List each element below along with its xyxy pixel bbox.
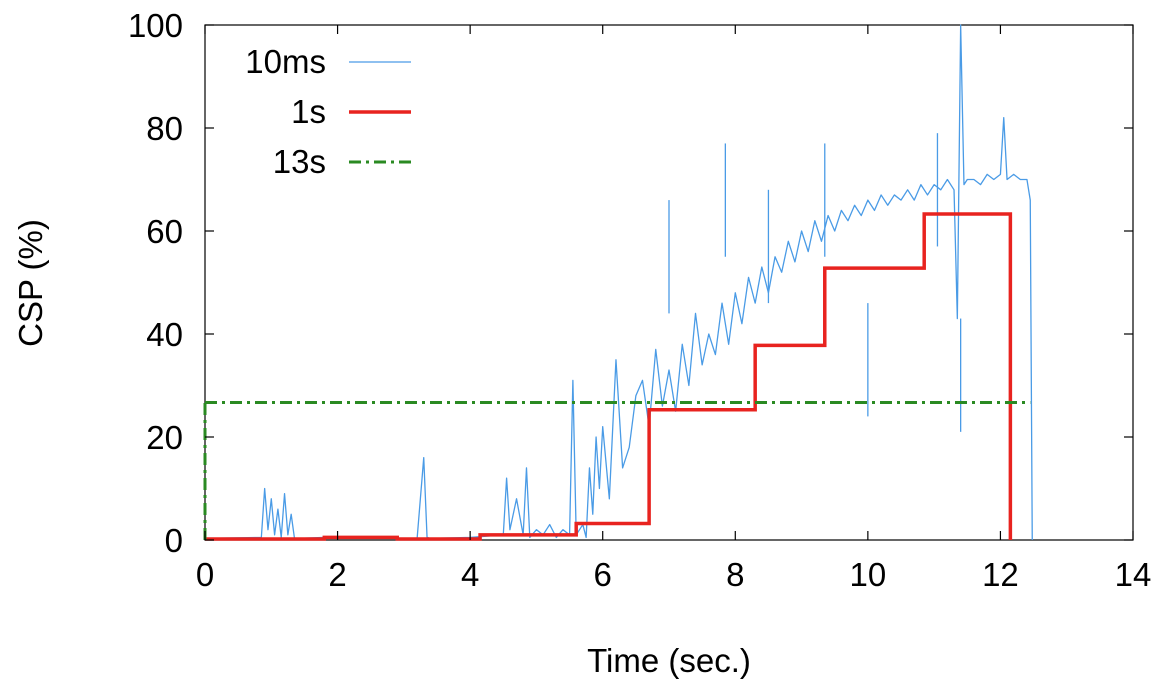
x-tick-label: 2 — [328, 556, 346, 593]
x-tick-label: 6 — [594, 556, 612, 593]
y-tick-label: 100 — [128, 7, 183, 44]
x-tick-label: 10 — [849, 556, 886, 593]
y-tick-label: 80 — [146, 110, 183, 147]
x-tick-label: 14 — [1115, 556, 1152, 593]
series-line-10ms — [204, 24, 1033, 541]
y-axis-label: CSP (%) — [12, 219, 49, 347]
series-layer — [203, 24, 1033, 541]
legend: 10ms 1s 13s — [245, 43, 411, 180]
legend-label-13s: 13s — [273, 143, 326, 180]
x-tick-label: 0 — [196, 556, 214, 593]
legend-label-1s: 1s — [291, 93, 326, 130]
x-tick-label: 12 — [982, 556, 1019, 593]
y-tick-label: 0 — [165, 522, 183, 559]
plot-frame — [204, 24, 1134, 541]
y-tick-label: 20 — [146, 419, 183, 456]
y-tick-label: 40 — [146, 316, 183, 353]
x-tick-label: 8 — [726, 556, 744, 593]
x-tick-label: 4 — [461, 556, 479, 593]
x-axis-label: Time (sec.) — [587, 642, 751, 679]
y-tick-label: 60 — [146, 213, 183, 250]
legend-label-10ms: 10ms — [245, 43, 326, 80]
axis-layer: 0 2 4 6 8 10 12 14 0 20 40 60 80 100 — [128, 7, 1151, 593]
series-line-1s — [205, 212, 1013, 541]
